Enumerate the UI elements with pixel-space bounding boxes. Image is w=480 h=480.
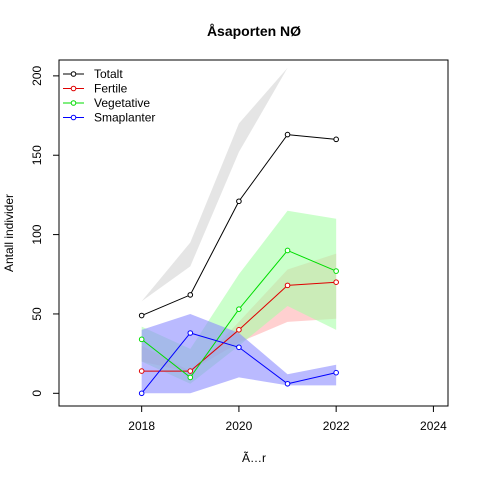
point-smaplanter-2018 (138, 390, 145, 397)
legend-label-smaplanter: Smaplanter (94, 111, 155, 125)
point-totalt-2019 (187, 292, 194, 298)
point-smaplanter-2019 (187, 330, 194, 336)
legend-label-totalt: Totalt (94, 67, 123, 81)
y-axis: 0 50 100 150 200 (30, 66, 59, 397)
legend-marker-fertile (70, 85, 77, 92)
band-vegetative (141, 210, 337, 384)
point-fertile-2022 (333, 279, 339, 286)
point-vegetative-2022 (333, 268, 339, 274)
point-fertile-2018 (138, 368, 145, 374)
point-smaplanter-2021 (284, 380, 291, 387)
point-fertile-2021 (284, 282, 291, 289)
point-vegetative-2018 (138, 336, 145, 343)
x-tick-label-2022: 2022 (323, 419, 350, 433)
y-tick-label-0: 0 (30, 390, 44, 397)
point-fertile-2020 (236, 327, 242, 333)
chart-title: Åsaporten NØ (207, 23, 301, 39)
x-tick-label-2024: 2024 (420, 419, 447, 433)
series-points (138, 131, 339, 397)
point-vegetative-2021 (284, 247, 291, 254)
y-tick-label-150: 150 (30, 145, 44, 165)
x-tick-label-2020: 2020 (226, 419, 253, 433)
x-axis-label: Ã…r (242, 451, 266, 465)
x-axis: 2018 2020 2022 2024 (128, 406, 447, 433)
point-fertile-2019 (187, 368, 194, 374)
legend-marker-totalt (70, 71, 77, 77)
point-totalt-2020 (236, 198, 242, 205)
point-vegetative-2019 (187, 374, 194, 381)
y-axis-label: Antall individer (2, 194, 16, 272)
point-totalt-2018 (138, 312, 145, 319)
point-vegetative-2020 (236, 306, 242, 312)
point-smaplanter-2022 (333, 369, 339, 376)
point-totalt-2022 (333, 136, 339, 143)
legend-marker-smaplanter (70, 114, 77, 121)
band-totalt (141, 67, 337, 302)
y-tick-label-50: 50 (30, 307, 44, 321)
point-smaplanter-2020 (236, 344, 242, 351)
x-tick-label-2018: 2018 (128, 419, 155, 433)
legend-label-vegetative: Vegetative (94, 96, 150, 110)
legend-label-fertile: Fertile (94, 82, 128, 96)
point-totalt-2021 (284, 131, 291, 138)
y-tick-label-200: 200 (30, 66, 44, 86)
legend-marker-vegetative (70, 100, 77, 106)
y-tick-label-100: 100 (30, 224, 44, 244)
plot-frame (58, 59, 449, 407)
